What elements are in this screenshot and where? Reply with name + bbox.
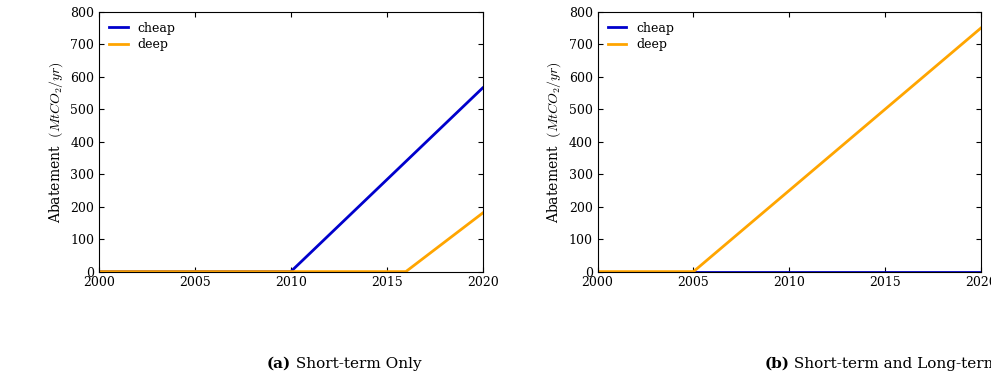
Text: Short-term and Long-term objs: Short-term and Long-term objs — [790, 357, 991, 371]
Text: Short-term Only: Short-term Only — [290, 357, 421, 371]
Legend: cheap, deep: cheap, deep — [105, 18, 179, 55]
Line: deep: deep — [598, 28, 981, 272]
Text: (a): (a) — [267, 357, 290, 371]
deep — [592, 269, 604, 274]
cheap — [284, 269, 296, 274]
Text: (b): (b) — [764, 357, 790, 371]
deep — [688, 269, 700, 274]
Line: deep: deep — [99, 213, 483, 272]
Line: cheap: cheap — [99, 88, 483, 272]
cheap — [477, 86, 489, 90]
cheap — [93, 269, 105, 274]
deep — [477, 211, 489, 215]
Legend: cheap, deep: cheap, deep — [604, 18, 678, 55]
deep — [93, 269, 105, 274]
Y-axis label: Abatement  $(MtCO_2/yr)$: Abatement $(MtCO_2/yr)$ — [545, 61, 563, 223]
Y-axis label: Abatement  $(MtCO_2/yr)$: Abatement $(MtCO_2/yr)$ — [47, 61, 64, 223]
deep — [975, 26, 987, 30]
deep — [400, 269, 412, 274]
